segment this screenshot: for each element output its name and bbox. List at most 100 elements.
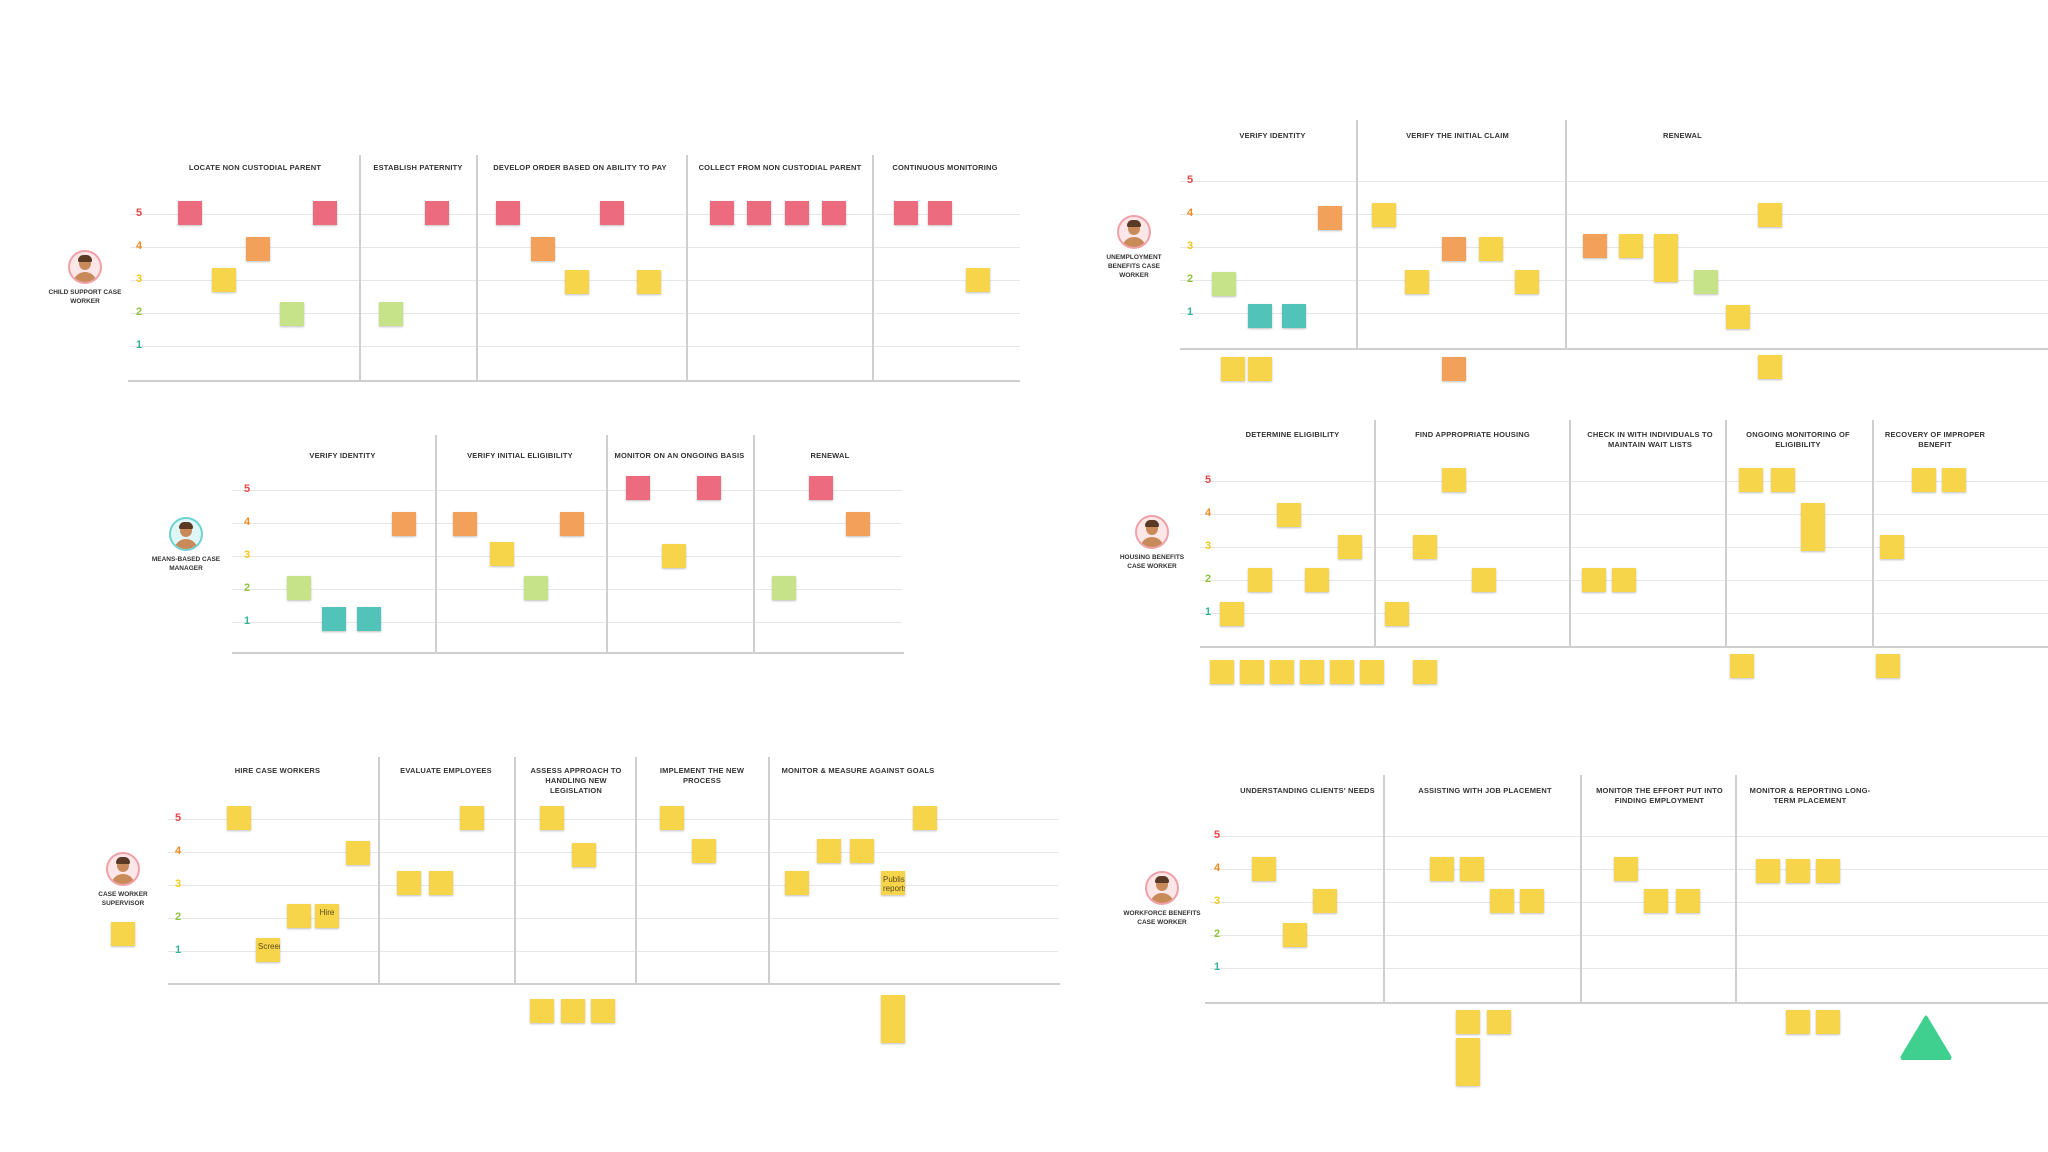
sticky-note[interactable] xyxy=(1413,660,1437,684)
sticky-note[interactable] xyxy=(747,201,771,225)
sticky-note[interactable] xyxy=(662,544,686,568)
sticky-note[interactable] xyxy=(1730,654,1754,678)
sticky-note[interactable] xyxy=(1442,468,1466,492)
sticky-note[interactable] xyxy=(524,576,548,600)
sticky-note[interactable] xyxy=(1619,234,1643,258)
sticky-note[interactable] xyxy=(966,268,990,292)
sticky-note[interactable] xyxy=(1739,468,1763,492)
sticky-note[interactable] xyxy=(1456,1038,1480,1086)
sticky-note[interactable] xyxy=(1654,234,1678,282)
sticky-note[interactable] xyxy=(1816,859,1840,883)
sticky-note[interactable]: Screen xyxy=(256,938,280,962)
sticky-note[interactable] xyxy=(894,201,918,225)
sticky-note[interactable] xyxy=(1583,234,1607,258)
sticky-note[interactable] xyxy=(1385,602,1409,626)
sticky-note[interactable] xyxy=(626,476,650,500)
sticky-note[interactable] xyxy=(1786,859,1810,883)
sticky-note[interactable] xyxy=(1472,568,1496,592)
sticky-note[interactable] xyxy=(809,476,833,500)
sticky-note[interactable] xyxy=(710,201,734,225)
sticky-note[interactable] xyxy=(1520,889,1544,913)
sticky-note[interactable] xyxy=(1360,660,1384,684)
sticky-note[interactable] xyxy=(1801,503,1825,551)
sticky-note[interactable] xyxy=(560,512,584,536)
sticky-note[interactable] xyxy=(1282,304,1306,328)
sticky-note[interactable] xyxy=(1582,568,1606,592)
sticky-note[interactable] xyxy=(1676,889,1700,913)
sticky-note[interactable] xyxy=(490,542,514,566)
sticky-note[interactable] xyxy=(1876,654,1900,678)
sticky-note[interactable] xyxy=(1644,889,1668,913)
sticky-note[interactable] xyxy=(1442,357,1466,381)
sticky-note[interactable] xyxy=(1816,1010,1840,1034)
sticky-note[interactable] xyxy=(357,607,381,631)
sticky-note[interactable] xyxy=(817,839,841,863)
sticky-note[interactable] xyxy=(1515,270,1539,294)
sticky-note[interactable] xyxy=(313,201,337,225)
sticky-note[interactable] xyxy=(322,607,346,631)
sticky-note[interactable] xyxy=(531,237,555,261)
sticky-note[interactable] xyxy=(1283,923,1307,947)
sticky-note[interactable] xyxy=(1248,304,1272,328)
sticky-note[interactable] xyxy=(1612,568,1636,592)
sticky-note[interactable] xyxy=(1248,357,1272,381)
sticky-note[interactable] xyxy=(1277,503,1301,527)
sticky-note[interactable] xyxy=(1487,1010,1511,1034)
sticky-note[interactable] xyxy=(346,841,370,865)
sticky-note[interactable] xyxy=(1212,272,1236,296)
sticky-note[interactable] xyxy=(850,839,874,863)
sticky-note[interactable] xyxy=(212,268,236,292)
sticky-note[interactable] xyxy=(1248,568,1272,592)
sticky-note[interactable] xyxy=(1210,660,1234,684)
sticky-note[interactable] xyxy=(379,302,403,326)
sticky-note[interactable] xyxy=(1252,857,1276,881)
sticky-note[interactable] xyxy=(561,999,585,1023)
sticky-note[interactable] xyxy=(1442,237,1466,261)
sticky-note[interactable]: Hire xyxy=(315,904,339,928)
sticky-note[interactable] xyxy=(530,999,554,1023)
sticky-note[interactable] xyxy=(881,995,905,1043)
sticky-note[interactable] xyxy=(600,201,624,225)
sticky-note[interactable] xyxy=(1771,468,1795,492)
sticky-note[interactable] xyxy=(287,904,311,928)
sticky-note[interactable] xyxy=(1240,660,1264,684)
sticky-note[interactable] xyxy=(692,839,716,863)
sticky-note[interactable] xyxy=(1338,535,1362,559)
sticky-note[interactable] xyxy=(785,201,809,225)
sticky-note[interactable] xyxy=(660,806,684,830)
sticky-note[interactable] xyxy=(1758,355,1782,379)
sticky-note[interactable] xyxy=(772,576,796,600)
sticky-note[interactable] xyxy=(1305,568,1329,592)
sticky-note[interactable] xyxy=(1318,206,1342,230)
sticky-note[interactable] xyxy=(1300,660,1324,684)
sticky-note[interactable] xyxy=(822,201,846,225)
sticky-note[interactable] xyxy=(1313,889,1337,913)
sticky-note[interactable] xyxy=(785,871,809,895)
sticky-note[interactable] xyxy=(572,843,596,867)
sticky-note[interactable] xyxy=(540,806,564,830)
sticky-note[interactable] xyxy=(1942,468,1966,492)
sticky-note[interactable] xyxy=(496,201,520,225)
sticky-note[interactable] xyxy=(1758,203,1782,227)
sticky-note[interactable] xyxy=(1430,857,1454,881)
sticky-note[interactable] xyxy=(1756,859,1780,883)
sticky-note[interactable] xyxy=(1270,660,1294,684)
sticky-note[interactable] xyxy=(392,512,416,536)
sticky-note[interactable] xyxy=(1413,535,1437,559)
sticky-note[interactable] xyxy=(287,576,311,600)
sticky-note[interactable] xyxy=(1456,1010,1480,1034)
sticky-note[interactable] xyxy=(178,201,202,225)
sticky-note[interactable] xyxy=(1694,270,1718,294)
sticky-note[interactable] xyxy=(429,871,453,895)
sticky-note[interactable] xyxy=(913,806,937,830)
sticky-note[interactable] xyxy=(1614,857,1638,881)
sticky-note[interactable] xyxy=(1220,602,1244,626)
sticky-note[interactable] xyxy=(1221,357,1245,381)
sticky-note[interactable] xyxy=(846,512,870,536)
sticky-note[interactable] xyxy=(1405,270,1429,294)
sticky-note[interactable] xyxy=(1912,468,1936,492)
sticky-note[interactable] xyxy=(460,806,484,830)
sticky-note[interactable] xyxy=(697,476,721,500)
sticky-note[interactable] xyxy=(1490,889,1514,913)
sticky-note[interactable]: Publish reports xyxy=(881,871,905,895)
